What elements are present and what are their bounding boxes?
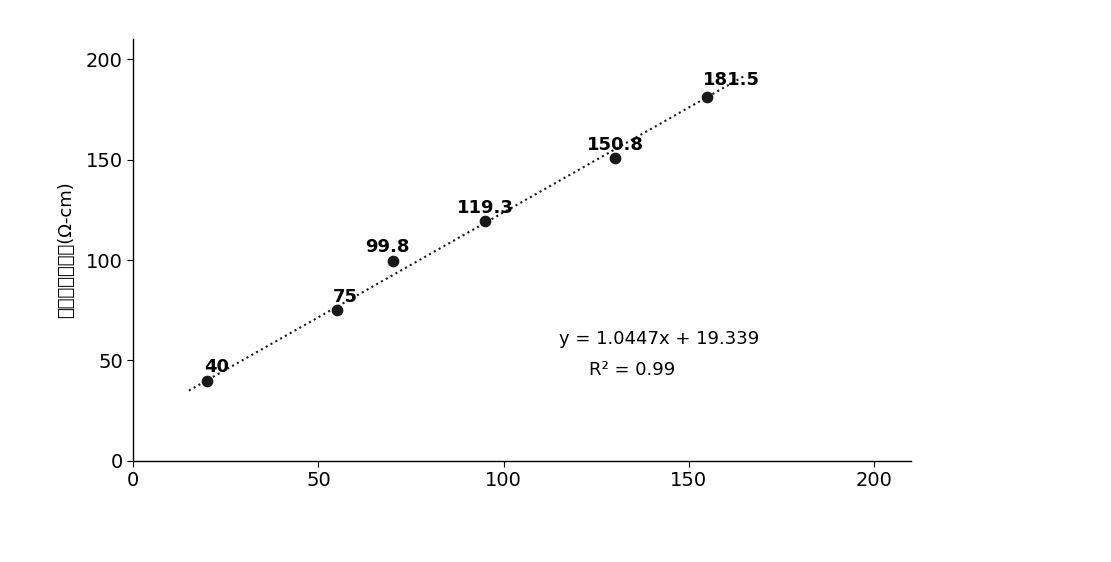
Point [199,376,217,385]
Point [605,153,623,162]
Text: R² = 0.99: R² = 0.99 [589,361,675,379]
Text: 40: 40 [204,358,230,376]
Text: 150.8: 150.8 [587,136,644,154]
Text: 75: 75 [333,288,358,306]
Point [699,92,717,101]
Y-axis label: 电导率仪读出果(Ω-cm): 电导率仪读出果(Ω-cm) [57,182,74,319]
Point [477,217,494,226]
Point [383,256,401,265]
Text: 181.5: 181.5 [703,71,760,89]
Text: 119.3: 119.3 [458,199,514,217]
Text: 99.8: 99.8 [364,238,409,256]
Point [328,306,346,315]
Text: y = 1.0447x + 19.339: y = 1.0447x + 19.339 [559,330,760,348]
